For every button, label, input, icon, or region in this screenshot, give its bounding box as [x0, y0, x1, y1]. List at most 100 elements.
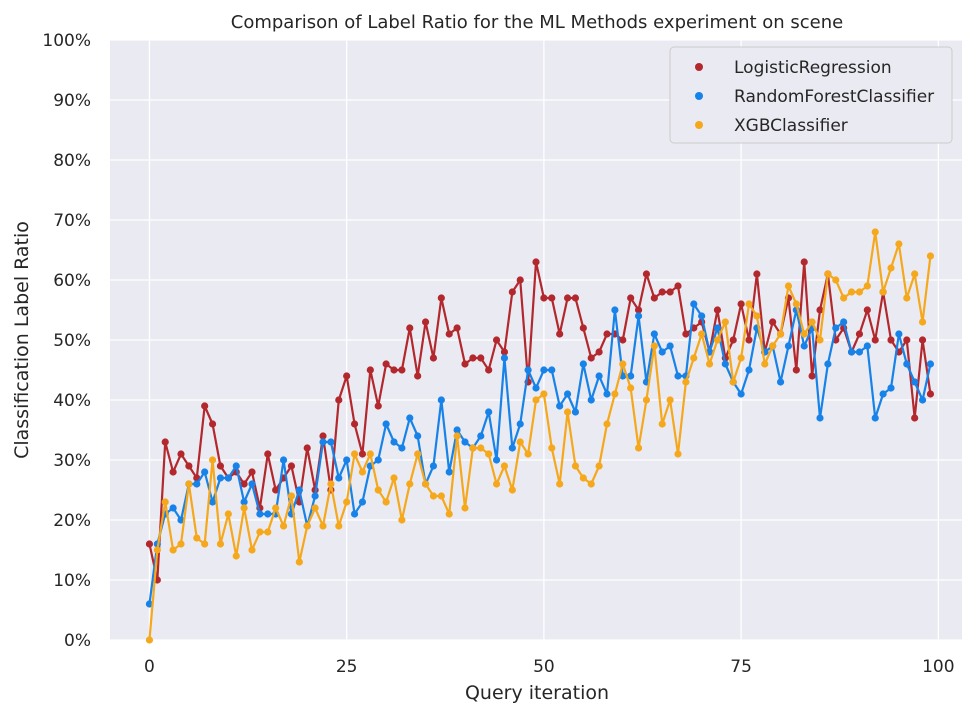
data-point — [579, 360, 587, 368]
data-point — [398, 444, 406, 452]
data-point — [737, 354, 745, 362]
data-point — [832, 324, 840, 332]
data-point — [374, 402, 382, 410]
data-point — [784, 282, 793, 290]
data-point — [903, 360, 911, 368]
data-point — [437, 396, 445, 404]
data-point — [508, 288, 516, 296]
data-point — [350, 420, 359, 428]
data-point — [855, 288, 864, 296]
data-point — [634, 444, 643, 452]
data-point — [571, 294, 580, 302]
data-point — [335, 474, 343, 482]
data-point — [177, 450, 185, 458]
data-point — [579, 324, 587, 332]
data-point — [871, 336, 879, 344]
data-point — [666, 342, 674, 350]
data-point — [224, 510, 232, 518]
data-point — [343, 498, 351, 506]
data-point — [769, 342, 777, 350]
data-point — [492, 456, 501, 464]
y-tick-label: 40% — [53, 391, 91, 411]
data-point — [863, 342, 871, 350]
data-point — [335, 522, 343, 530]
data-point — [248, 468, 256, 476]
data-point — [879, 390, 887, 398]
data-point — [540, 294, 548, 302]
data-point — [327, 438, 335, 446]
x-tick-label: 75 — [730, 657, 752, 677]
data-point — [532, 396, 540, 404]
data-point — [658, 420, 666, 428]
data-point — [571, 408, 580, 416]
data-point — [303, 522, 311, 530]
data-point — [500, 348, 509, 356]
data-point — [461, 504, 469, 512]
data-point — [366, 450, 374, 458]
data-point — [469, 444, 477, 452]
data-point — [421, 480, 430, 488]
data-point — [674, 450, 682, 458]
data-point — [500, 462, 509, 470]
data-point — [295, 558, 303, 566]
data-point — [208, 456, 217, 464]
data-point — [343, 372, 351, 380]
data-point — [287, 492, 296, 500]
data-point — [682, 378, 690, 386]
data-point — [185, 462, 193, 470]
data-point — [445, 330, 453, 338]
data-point — [903, 294, 911, 302]
data-point — [611, 390, 619, 398]
data-point — [256, 528, 264, 536]
legend: LogisticRegression RandomForestClassifier… — [669, 46, 953, 144]
data-point — [840, 294, 848, 302]
data-point — [816, 414, 824, 422]
data-point — [303, 444, 311, 452]
data-point — [816, 306, 824, 314]
data-point — [532, 258, 540, 266]
data-point — [769, 318, 777, 326]
data-point — [161, 498, 169, 506]
data-point — [311, 492, 319, 500]
data-point — [808, 372, 816, 380]
y-tick-label: 60% — [53, 271, 91, 291]
data-point — [350, 450, 359, 458]
series-group — [145, 228, 935, 644]
x-axis-label: Query iteration — [465, 682, 609, 704]
data-point — [358, 450, 367, 458]
data-point — [587, 354, 595, 362]
y-tick-label: 0% — [64, 631, 91, 651]
data-point — [145, 636, 154, 644]
data-point — [603, 330, 611, 338]
data-point — [603, 390, 611, 398]
data-point — [201, 468, 209, 476]
data-point — [177, 516, 185, 524]
data-point — [350, 510, 359, 518]
data-point — [563, 390, 572, 398]
data-point — [508, 444, 516, 452]
data-point — [485, 450, 493, 458]
data-point — [414, 432, 422, 440]
data-point — [390, 438, 398, 446]
data-point — [169, 468, 177, 476]
data-point — [311, 504, 319, 512]
data-point — [429, 354, 438, 362]
data-point — [358, 468, 367, 476]
data-point — [327, 480, 335, 488]
data-point — [800, 258, 808, 266]
data-point — [193, 534, 201, 542]
data-point — [563, 294, 572, 302]
data-point — [855, 348, 864, 356]
data-point — [548, 366, 556, 374]
data-point — [240, 480, 248, 488]
data-point — [398, 516, 406, 524]
data-point — [390, 366, 398, 374]
legend-label: RandomForestClassifier — [734, 87, 934, 107]
data-point — [469, 354, 477, 362]
data-point — [540, 366, 548, 374]
data-point — [264, 450, 272, 458]
data-point — [776, 330, 785, 338]
data-point — [201, 402, 209, 410]
data-point — [477, 432, 485, 440]
data-point — [666, 288, 674, 296]
